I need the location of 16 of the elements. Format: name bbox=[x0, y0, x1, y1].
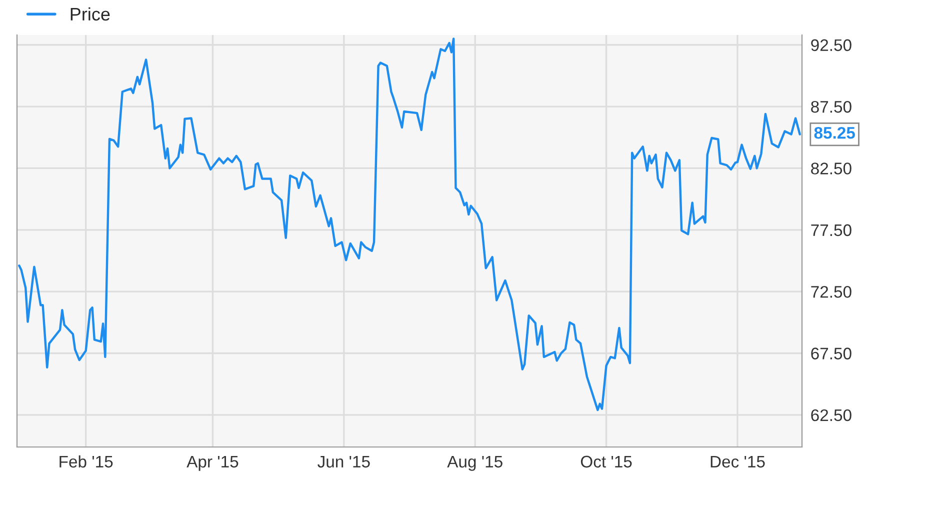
x-tick-label: Oct '15 bbox=[580, 456, 632, 468]
y-tick-label: 77.50 bbox=[811, 224, 852, 236]
y-tick-label: 92.50 bbox=[811, 39, 852, 52]
x-tick-label: Aug '15 bbox=[447, 456, 502, 471]
x-tick-label: Feb '15 bbox=[60, 455, 113, 468]
y-tick-label: 87.50 bbox=[811, 100, 852, 113]
line-series bbox=[18, 38, 801, 412]
x-tick-label: Dec '15 bbox=[710, 456, 765, 468]
y-tick-label: 62.50 bbox=[811, 409, 852, 422]
y-tick-label: 72.50 bbox=[811, 286, 852, 298]
x-tick-label: Jun '15 bbox=[318, 456, 370, 468]
legend-label: Price bbox=[70, 7, 110, 21]
annotation: 85.25 bbox=[814, 126, 855, 139]
y-tick-label: 67.50 bbox=[811, 348, 852, 360]
x-tick-label: Apr '15 bbox=[186, 456, 238, 471]
y-tick-label: 82.50 bbox=[811, 162, 852, 174]
